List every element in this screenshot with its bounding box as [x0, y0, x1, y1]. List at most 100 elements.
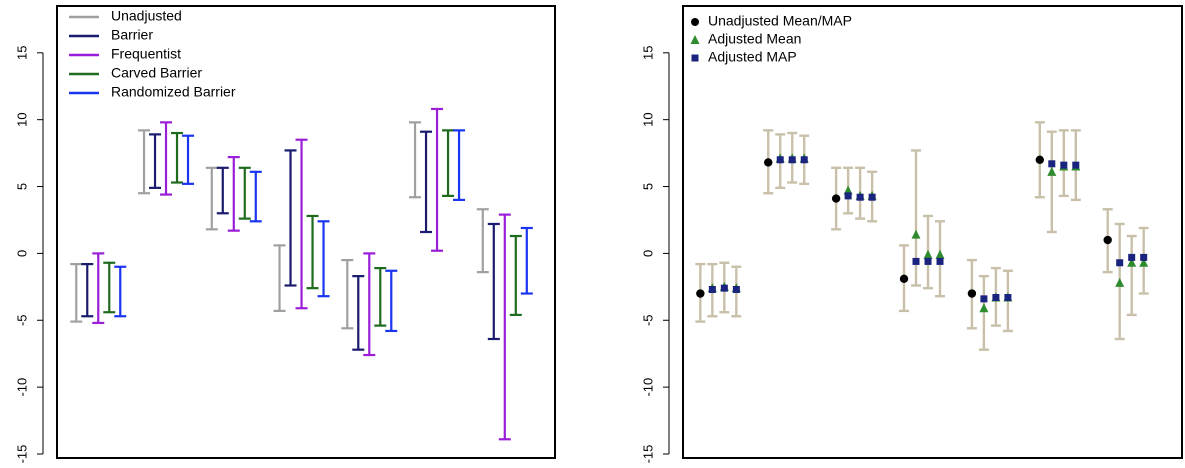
interval-randomized-barrier	[453, 129, 466, 202]
adjusted-mean-point	[1139, 257, 1149, 267]
interval-unadjusted	[205, 166, 218, 231]
interval-randomized-barrier	[249, 170, 262, 223]
interval-frequentist	[363, 252, 376, 357]
adjusted-map-point	[1060, 161, 1068, 169]
adjusted-map-point	[732, 286, 740, 294]
legend-label: Adjusted Mean	[708, 31, 801, 47]
unadjusted-point	[764, 158, 773, 167]
interval-barrier	[420, 130, 433, 234]
adjusted-map-point	[1140, 253, 1148, 261]
adjusted-mean-point	[911, 229, 921, 239]
interval-randomized-barrier	[520, 226, 533, 295]
unadjusted-point	[831, 194, 841, 203]
y-tick-label: 10	[14, 112, 29, 126]
adjusted-map-point	[856, 193, 864, 201]
y-tick-label: 5	[640, 183, 655, 190]
adjusted-mean-point	[935, 249, 945, 259]
interval-frequentist	[498, 213, 511, 441]
adjusted-map-point	[844, 192, 852, 200]
y-tick-label: 15	[640, 46, 655, 60]
legend-label: Unadjusted	[111, 8, 182, 24]
legend-label: Randomized Barrier	[111, 84, 236, 100]
legend-marker-square	[691, 54, 699, 62]
interval-carved-barrier	[442, 129, 455, 197]
interval-unadjusted	[476, 208, 489, 274]
interval-carved-barrier	[171, 131, 184, 184]
legend-label: Adjusted MAP	[708, 49, 797, 65]
adjusted-mean-point	[1127, 257, 1137, 267]
plot-frame	[682, 5, 1183, 459]
adjusted-map-point	[1004, 294, 1012, 302]
adjusted-map-point	[980, 295, 988, 303]
adjusted-map-point	[924, 257, 932, 265]
plot-frame	[56, 5, 556, 459]
y-tick-label: -15	[14, 445, 29, 464]
interval-unadjusted	[409, 121, 422, 199]
interval-frequentist	[92, 252, 105, 325]
interval-randomized-barrier	[114, 265, 127, 318]
credible-interval	[1046, 130, 1057, 234]
unadjusted-point	[899, 274, 909, 284]
interval-frequentist	[227, 156, 240, 232]
interval-barrier	[487, 222, 500, 341]
interval-frequentist	[295, 138, 308, 310]
y-tick-label: 0	[640, 250, 655, 257]
credible-interval	[911, 149, 922, 287]
adjusted-mean-point	[979, 303, 989, 313]
interval-unadjusted	[273, 244, 286, 312]
y-tick-label: 0	[14, 250, 29, 257]
interval-carved-barrier	[103, 261, 116, 314]
y-tick-label: -15	[640, 445, 655, 464]
y-tick-label: -10	[640, 378, 655, 397]
unadjusted-point	[967, 289, 977, 298]
legend-marker-circle	[691, 18, 699, 26]
y-tick-label: -10	[14, 378, 29, 397]
adjusted-mean-point	[1047, 166, 1057, 176]
legend-label: Frequentist	[111, 46, 181, 62]
interval-carved-barrier	[238, 166, 251, 220]
adjusted-map-point	[708, 286, 716, 294]
interval-barrier	[149, 133, 162, 189]
unadjusted-point	[1035, 155, 1044, 164]
interval-unadjusted	[341, 258, 354, 330]
interval-unadjusted	[70, 262, 83, 323]
interval-carved-barrier	[374, 267, 387, 327]
adjusted-map-point	[868, 193, 876, 201]
legend-label: Carved Barrier	[111, 65, 202, 81]
legend-label: Barrier	[111, 27, 153, 43]
adjusted-mean-point	[1115, 277, 1125, 287]
interval-randomized-barrier	[385, 269, 398, 333]
y-tick-label: -5	[640, 314, 655, 326]
interval-frequentist	[160, 121, 173, 196]
adjusted-map-point	[1048, 160, 1056, 168]
unadjusted-point	[696, 289, 705, 298]
adjusted-map-point	[912, 257, 920, 265]
adjusted-map-point	[1128, 253, 1136, 261]
credible-interval	[1126, 234, 1137, 317]
interval-barrier	[352, 275, 365, 351]
interval-barrier	[284, 149, 297, 287]
interval-randomized-barrier	[317, 220, 330, 298]
adjusted-map-point	[1072, 161, 1080, 169]
adjusted-map-point	[800, 156, 808, 164]
interval-carved-barrier	[509, 234, 522, 317]
credible-interval	[978, 274, 989, 351]
adjusted-map-point	[992, 294, 1000, 302]
adjusted-mean-point	[843, 185, 853, 195]
interval-unadjusted	[138, 129, 151, 195]
right-point-estimate-chart: -15 -10 -5 0 5 10 15 Unadjusted Mean/MAP Adjuste…	[640, 5, 1183, 464]
adjusted-map-point	[776, 156, 784, 164]
legend-marker-triangle	[690, 35, 700, 44]
interval-barrier	[216, 166, 229, 215]
y-tick-label: -5	[14, 314, 29, 326]
y-tick-label: 5	[14, 183, 29, 190]
adjusted-map-point	[788, 156, 796, 164]
interval-frequentist	[431, 107, 444, 252]
interval-randomized-barrier	[182, 134, 195, 185]
interval-carved-barrier	[306, 214, 319, 290]
interval-barrier	[81, 262, 94, 318]
adjusted-mean-point	[923, 249, 933, 259]
adjusted-map-point	[1116, 259, 1124, 267]
unadjusted-point	[1103, 235, 1112, 245]
